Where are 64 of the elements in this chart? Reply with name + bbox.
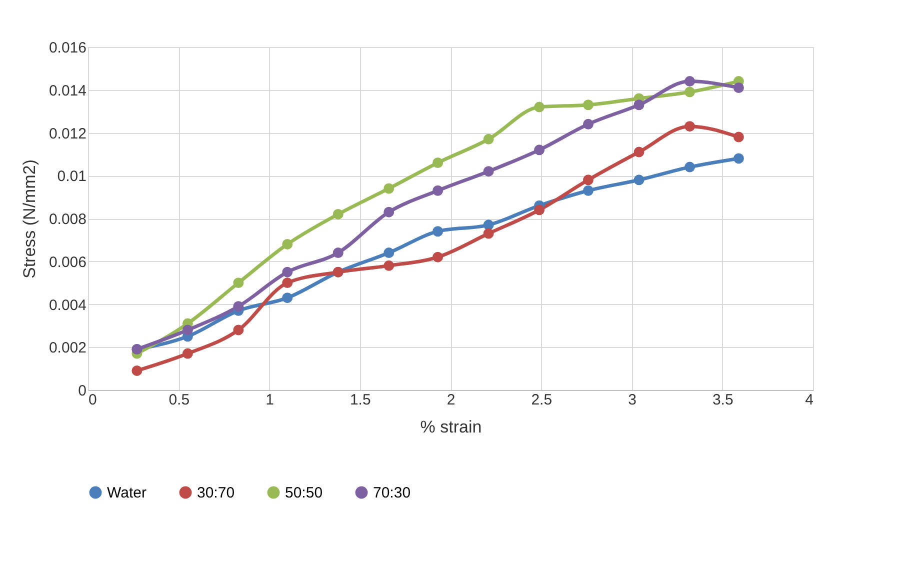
point bbox=[432, 252, 444, 262]
point bbox=[483, 220, 494, 230]
point bbox=[432, 158, 444, 168]
legend-label: 70:30 bbox=[373, 484, 411, 502]
point bbox=[634, 146, 644, 158]
legend-label: 50:50 bbox=[285, 484, 323, 502]
point bbox=[182, 324, 193, 336]
point bbox=[432, 185, 444, 196]
point bbox=[634, 100, 644, 110]
y-tick-label: 0.004 bbox=[48, 296, 86, 314]
y-tick-label: 0.006 bbox=[48, 254, 86, 271]
point bbox=[583, 185, 594, 196]
point bbox=[233, 301, 244, 312]
x-tick-label: 2 bbox=[446, 392, 456, 408]
y-axis-title: Stress (N/mm2) bbox=[20, 160, 39, 278]
legend-label: Water bbox=[107, 484, 146, 502]
x-tick-label: 2.5 bbox=[531, 392, 552, 408]
x-tick-label: 3.5 bbox=[712, 392, 734, 408]
point bbox=[534, 144, 545, 156]
legend-label: 30:70 bbox=[197, 484, 235, 502]
point bbox=[483, 228, 494, 239]
point bbox=[384, 260, 394, 271]
point bbox=[132, 365, 142, 376]
point bbox=[282, 278, 293, 288]
point bbox=[684, 76, 695, 87]
point bbox=[483, 134, 494, 144]
point bbox=[233, 324, 244, 336]
point bbox=[534, 204, 545, 216]
point bbox=[534, 102, 545, 112]
point bbox=[432, 226, 444, 237]
point bbox=[332, 208, 344, 220]
point bbox=[483, 166, 494, 177]
point bbox=[583, 100, 594, 110]
x-tick-label: 1.5 bbox=[350, 392, 371, 408]
point bbox=[684, 162, 695, 172]
x-tick-label: 0 bbox=[88, 392, 97, 408]
point bbox=[733, 153, 744, 164]
point bbox=[384, 206, 394, 218]
point bbox=[282, 266, 293, 278]
y-tick-label: 0.012 bbox=[48, 125, 86, 142]
point bbox=[332, 248, 344, 258]
x-axis-title: % strain bbox=[420, 418, 482, 436]
point bbox=[583, 118, 594, 130]
point bbox=[733, 132, 744, 142]
point bbox=[282, 292, 293, 304]
point bbox=[583, 174, 594, 186]
y-tick-label: 0.01 bbox=[57, 168, 86, 186]
point bbox=[684, 86, 695, 98]
y-tick-label: 0.002 bbox=[48, 340, 86, 357]
point bbox=[384, 183, 394, 194]
point bbox=[282, 238, 293, 250]
point bbox=[634, 174, 644, 186]
point bbox=[384, 248, 394, 258]
point bbox=[733, 82, 744, 93]
y-tick-label: 0.008 bbox=[48, 211, 86, 228]
x-tick-label: 4 bbox=[805, 392, 814, 408]
x-tick-label: 1 bbox=[266, 392, 274, 408]
y-tick-label: 0.014 bbox=[48, 82, 86, 100]
x-tick-label: 0.5 bbox=[168, 392, 190, 408]
x-tick-label: 3 bbox=[628, 392, 636, 408]
point bbox=[182, 348, 193, 359]
y-tick-label: 0.016 bbox=[48, 40, 86, 56]
point bbox=[233, 278, 244, 288]
point bbox=[684, 121, 695, 132]
